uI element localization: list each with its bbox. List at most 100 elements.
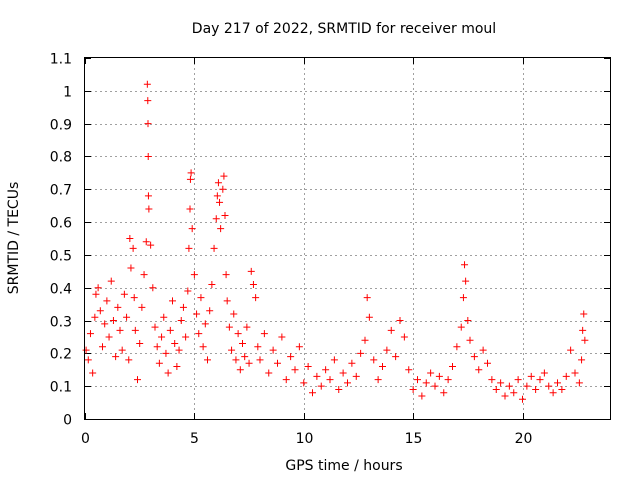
data-point [185,245,192,252]
data-point [114,304,121,311]
data-point [578,356,585,363]
data-point [467,337,474,344]
data-point [364,294,371,301]
data-point [149,284,156,291]
data-point [182,333,189,340]
data-point [318,383,325,390]
data-point [145,205,152,212]
y-tick-label: 0.5 [50,249,72,265]
x-tick-labels: 0 5 10 15 20 [81,431,532,447]
data-point [464,317,471,324]
data-point [270,347,277,354]
data-point [127,265,134,272]
data-point [97,307,104,314]
y-tick-label: 0.3 [50,315,72,331]
data-point [537,376,544,383]
data-point [287,353,294,360]
x-tick-label: 20 [515,431,533,447]
data-point [313,373,320,380]
data-point [91,314,98,321]
data-point [375,376,382,383]
data-point [246,360,253,367]
data-point [204,356,211,363]
data-point [497,379,504,386]
data-point [528,373,535,380]
data-point [235,330,242,337]
data-point [414,376,421,383]
data-point [156,360,163,367]
data-point [167,327,174,334]
data-point [144,97,151,104]
data-point [427,370,434,377]
x-axis-label: GPS time / hours [285,458,402,474]
data-point [554,379,561,386]
data-point [296,343,303,350]
data-point [147,242,154,249]
data-point [101,320,108,327]
data-point [401,333,408,340]
data-point [217,225,224,232]
data-point [397,317,404,324]
data-point [200,343,207,350]
data-point [572,370,579,377]
data-point [145,192,152,199]
y-tick-label: 0.8 [50,150,72,166]
data-point [121,291,128,298]
y-tick-labels: 0 0.1 0.2 0.3 0.4 0.5 0.6 0.7 0.8 0.9 1 1.1 [50,52,72,429]
y-tick-label: 1.1 [50,52,72,68]
data-point [173,363,180,370]
data-point [117,327,124,334]
y-tick-label: 0.6 [50,216,72,232]
data-point [458,324,465,331]
data-point [335,386,342,393]
data-point [110,317,117,324]
data-point [202,320,209,327]
chart-title: Day 217 of 2022, SRMTID for receiver mou… [192,21,496,37]
data-point [252,294,259,301]
data-point [223,271,230,278]
data-point [488,376,495,383]
data-point [92,291,99,298]
data-point [83,347,90,354]
data-point [195,330,202,337]
data-point [138,304,145,311]
y-tick-label: 1 [63,85,72,101]
data-point [145,153,152,160]
data-point [224,297,231,304]
data-point [220,173,227,180]
data-point [283,376,290,383]
data-point [340,370,347,377]
data-point [108,278,115,285]
data-point [379,363,386,370]
data-point [213,215,220,222]
data-point [436,373,443,380]
data-point [162,350,169,357]
data-point [125,356,132,363]
data-point [191,271,198,278]
data-point [278,333,285,340]
data-point [484,360,491,367]
x-tick-label: 5 [190,431,199,447]
y-tick-label: 0.2 [50,347,72,363]
plot-border [85,58,611,420]
data-point [239,340,246,347]
data-point [418,393,425,400]
y-tick-label: 0.4 [50,282,72,298]
data-point [432,383,439,390]
data-point [309,389,316,396]
data-point [405,366,412,373]
data-point [502,393,509,400]
data-point [158,333,165,340]
data-point [558,386,565,393]
data-point [228,347,235,354]
data-point [165,370,172,377]
data-point [197,294,204,301]
data-point [462,278,469,285]
data-point [274,360,281,367]
data-point [85,356,92,363]
data-point [265,370,272,377]
data-point [423,379,430,386]
data-point [180,304,187,311]
data-point [230,310,237,317]
data-point [232,356,239,363]
